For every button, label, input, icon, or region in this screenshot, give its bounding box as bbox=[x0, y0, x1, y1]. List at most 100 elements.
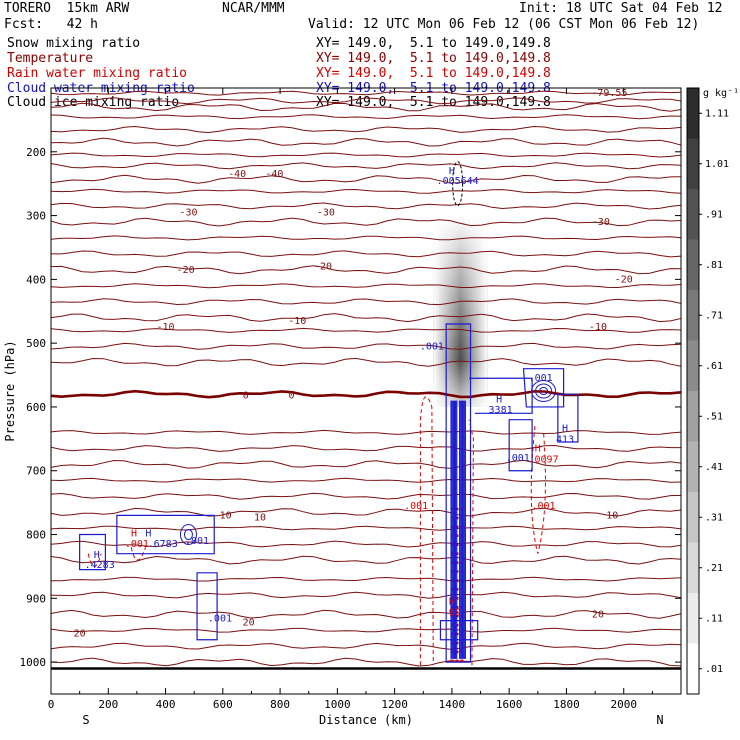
x-tick-label: 1400 bbox=[439, 698, 466, 711]
x-tick-label: 600 bbox=[213, 698, 233, 711]
isotherm-line bbox=[51, 283, 681, 289]
isotherm-line bbox=[51, 250, 681, 258]
colorbar-label: .81 bbox=[705, 260, 723, 271]
colorbar-segment bbox=[687, 643, 699, 694]
x-tick-label: 800 bbox=[270, 698, 290, 711]
isotherm-line bbox=[51, 90, 681, 96]
x-tick-label: 200 bbox=[98, 698, 118, 711]
isotherm-label: -40 bbox=[265, 169, 283, 180]
isotherm-line bbox=[51, 152, 681, 158]
isotherm-label: -10 bbox=[589, 322, 607, 333]
isotherm-label: -20 bbox=[314, 262, 332, 273]
cloud-water-label: H bbox=[562, 424, 568, 435]
cloud-water-label: .001 bbox=[506, 453, 530, 464]
y-tick-label: 400 bbox=[26, 273, 46, 286]
cloud-water-label: H bbox=[496, 394, 502, 405]
isotherm-line bbox=[51, 235, 681, 241]
isotherm-line bbox=[51, 477, 681, 483]
x-tick-label: 1200 bbox=[381, 698, 408, 711]
rain-contour bbox=[419, 396, 434, 666]
isotherm-line bbox=[51, 202, 681, 210]
y-tick-label: 200 bbox=[26, 146, 46, 159]
cloud-water-core bbox=[450, 400, 466, 659]
forecast-hour: Fcst: 42 h bbox=[4, 17, 98, 32]
y-tick-label: 1000 bbox=[20, 656, 47, 669]
y-tick-label: 600 bbox=[26, 401, 46, 414]
colorbar-segment bbox=[687, 239, 699, 290]
isotherm-label: 0 bbox=[289, 390, 295, 401]
cloud-water-contour bbox=[445, 323, 472, 663]
field-xy-snow: XY= 149.0, 5.1 to 149.0,149.8 bbox=[316, 36, 551, 51]
colorbar-label: .01 bbox=[705, 664, 723, 675]
x-tick-label: 1000 bbox=[324, 698, 351, 711]
cloud-water-label: H bbox=[145, 528, 151, 539]
isotherm-line bbox=[51, 555, 681, 565]
colorbar-segment bbox=[687, 391, 699, 442]
isotherm-label: 20 bbox=[74, 628, 86, 639]
isotherm-line bbox=[51, 627, 681, 633]
colorbar-segment bbox=[687, 542, 699, 593]
x-tick-label: 1800 bbox=[553, 698, 580, 711]
x-tick-label: 400 bbox=[156, 698, 176, 711]
isotherm-line bbox=[51, 265, 681, 275]
y-tick-label: 700 bbox=[26, 465, 46, 478]
cloud-water-ring bbox=[539, 387, 549, 395]
colorbar-segment bbox=[687, 441, 699, 492]
isotherm-label: 20 bbox=[243, 618, 255, 629]
colorbar-segment bbox=[687, 593, 699, 644]
field-xy-temperature: XY= 149.0, 5.1 to 149.0,149.8 bbox=[316, 51, 551, 66]
snow-shading-edge bbox=[433, 215, 488, 407]
y-tick-label: 500 bbox=[26, 337, 46, 350]
isotherm-line bbox=[51, 97, 681, 105]
isotherm-line bbox=[51, 298, 681, 306]
isotherm-label: -10 bbox=[157, 322, 175, 333]
field-name-cloud-ice: Cloud ice mixing ratio bbox=[7, 95, 180, 110]
colorbar-segment bbox=[687, 88, 699, 139]
isotherm-line bbox=[51, 174, 681, 184]
isotherm-line bbox=[51, 492, 681, 500]
isotherm-line bbox=[51, 102, 681, 112]
cloud-water-contour bbox=[522, 368, 565, 408]
y-axis-label: Pressure (hPa) bbox=[3, 340, 17, 441]
isotherm-label: -20 bbox=[177, 265, 195, 276]
x-end-label-north: N bbox=[656, 713, 663, 727]
y-tick-label: 800 bbox=[26, 529, 46, 542]
y-tick-label: 300 bbox=[26, 210, 46, 223]
zero-isotherm-line bbox=[51, 389, 681, 399]
isotherm-line bbox=[51, 429, 681, 435]
y-tick-label: 900 bbox=[26, 592, 46, 605]
rain-label: H bbox=[449, 597, 455, 608]
cloud-water-contour bbox=[196, 572, 218, 641]
rain-label: .001 bbox=[404, 501, 428, 512]
center-title: NCAR/MMM bbox=[222, 1, 285, 16]
colorbar-label: .91 bbox=[705, 209, 723, 220]
rain-contour bbox=[530, 426, 546, 554]
isotherm-line bbox=[51, 313, 681, 323]
cloud-water-label: .6783 bbox=[148, 539, 178, 550]
cloud-water-contour bbox=[116, 514, 215, 555]
cloud-water-core bbox=[451, 400, 465, 659]
isotherm-line bbox=[51, 576, 681, 582]
colorbar-label: .61 bbox=[705, 361, 723, 372]
colorbar-segment bbox=[687, 290, 699, 341]
isotherm-line bbox=[51, 327, 681, 333]
x-tick-label: 2000 bbox=[610, 698, 637, 711]
cloud-water-ring bbox=[183, 529, 193, 541]
colorbar-segment bbox=[687, 138, 699, 189]
isotherm-line bbox=[51, 137, 681, 147]
cloud-water-contour bbox=[557, 393, 579, 443]
colorbar-label: 1.11 bbox=[705, 108, 729, 119]
cloud-water-contour bbox=[508, 419, 533, 472]
field-xy-rain: XY= 149.0, 5.1 to 149.0,149.8 bbox=[316, 66, 551, 81]
isotherm-line bbox=[51, 642, 681, 650]
cloud-water-label: 3381 bbox=[489, 405, 513, 416]
rain-label: H bbox=[131, 528, 137, 539]
cloud-water-core bbox=[456, 400, 461, 659]
cloud-water-label: H bbox=[94, 550, 100, 561]
cloud-water-label: .005644 bbox=[437, 176, 479, 187]
isotherm-line bbox=[51, 525, 681, 531]
rain-label: H bbox=[535, 443, 541, 454]
cloud-water-label: .001 bbox=[208, 614, 232, 625]
cloud-water-core bbox=[453, 400, 463, 659]
isotherm-label: -30 bbox=[592, 217, 610, 228]
